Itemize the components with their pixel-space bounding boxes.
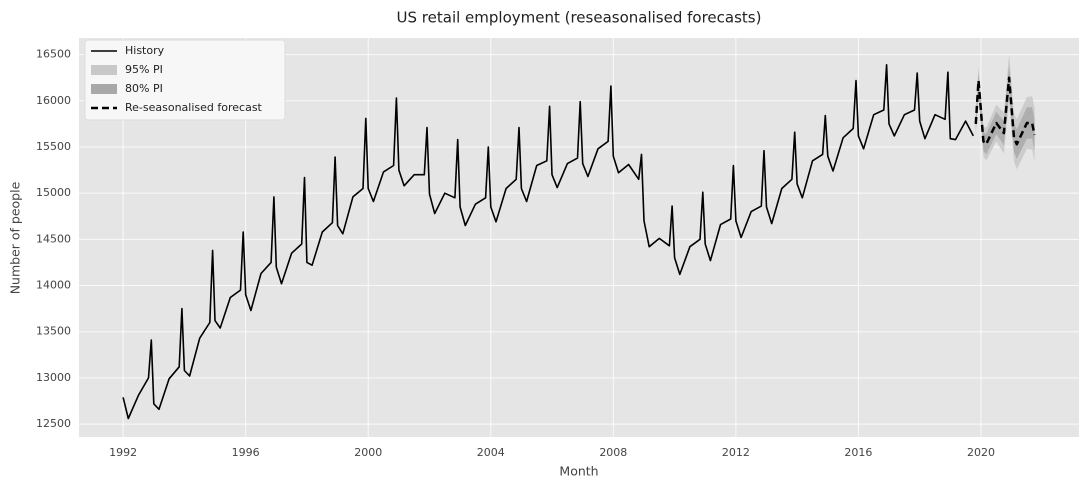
x-tick-label: 2020: [967, 446, 995, 459]
x-axis-label: Month: [559, 464, 598, 479]
y-tick-label: 15000: [36, 186, 71, 199]
y-tick-label: 14500: [36, 232, 71, 245]
y-tick-label: 13500: [36, 325, 71, 338]
legend-box: [84, 39, 286, 121]
x-tick-label: 1992: [109, 446, 137, 459]
line-series: [122, 64, 975, 420]
legend-label: 80% PI: [125, 82, 163, 95]
y-tick-label: 15500: [36, 140, 71, 153]
x-tick-label: 2008: [599, 446, 627, 459]
line-series: [974, 76, 1036, 146]
x-tick-label: 2000: [354, 446, 382, 459]
legend: History 95% PI 80% PI Re-seasonalised forec…: [84, 39, 286, 121]
legend-label: History: [125, 44, 165, 57]
legend-label: Re-seasonalised forecast: [125, 101, 263, 114]
y-axis-label: Number of people: [8, 181, 23, 294]
legend-swatch: [91, 84, 117, 94]
y-tick-label: 12500: [36, 417, 71, 430]
y-tick-label: 16500: [36, 48, 71, 61]
chart-title: US retail employment (reseasonalised for…: [397, 9, 762, 27]
y-tick-label: 14000: [36, 279, 71, 292]
x-tick-label: 1996: [232, 446, 260, 459]
y-tick-label: 13000: [36, 371, 71, 384]
legend-swatch: [91, 65, 117, 75]
x-tick-label: 2012: [722, 446, 750, 459]
y-tick-label: 16000: [36, 94, 71, 107]
x-tick-label: 2016: [844, 446, 872, 459]
x-tick-label: 2004: [477, 446, 505, 459]
legend-label: 95% PI: [125, 63, 163, 76]
